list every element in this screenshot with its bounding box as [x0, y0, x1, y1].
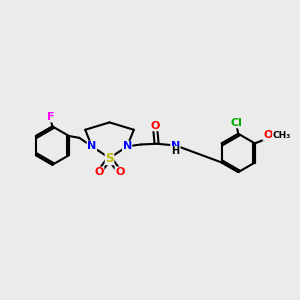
Text: O: O	[263, 130, 272, 140]
Text: H: H	[171, 146, 179, 157]
Text: N: N	[171, 141, 180, 151]
Text: N: N	[87, 141, 97, 151]
Text: O: O	[115, 167, 124, 177]
Text: Cl: Cl	[231, 118, 242, 128]
Text: F: F	[47, 112, 54, 122]
Text: O: O	[94, 167, 104, 177]
Text: CH₃: CH₃	[273, 131, 291, 140]
Text: O: O	[151, 121, 160, 131]
Text: N: N	[123, 141, 132, 151]
Text: S: S	[105, 152, 114, 165]
